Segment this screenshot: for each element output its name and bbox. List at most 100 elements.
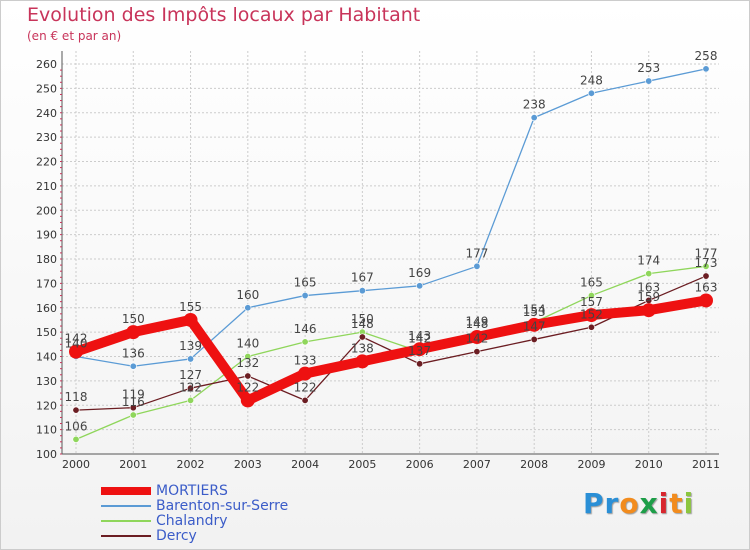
chart-subtitle: (en € et par an) (27, 29, 122, 43)
x-tick-label: 2004 (291, 458, 319, 471)
data-label: 167 (351, 271, 374, 285)
data-label: 150 (351, 312, 374, 326)
data-point (412, 342, 427, 357)
data-label: 152 (580, 307, 603, 321)
data-point (187, 355, 195, 363)
data-point (702, 65, 710, 73)
series-line-dercy (75, 275, 707, 411)
y-tick-label: 120 (36, 399, 57, 412)
data-point (530, 114, 538, 122)
data-label: 106 (65, 419, 88, 433)
data-point (530, 335, 538, 343)
line-chart: 100 110 120 130 140 150 160 170 180 190 200 210 220 2… (36, 49, 720, 471)
data-point (587, 292, 595, 300)
data-label: 177 (695, 246, 718, 260)
legend-label: Chalandry (156, 513, 228, 529)
x-tick-label: 2002 (177, 458, 205, 471)
logo-letter: o (619, 487, 640, 520)
data-point (69, 344, 83, 359)
data-point (645, 270, 653, 278)
logo-letter: x (639, 487, 659, 520)
data-label: 140 (236, 337, 259, 351)
data-point (699, 293, 713, 308)
y-tick-label: 190 (36, 229, 57, 242)
logo-letter: P (583, 487, 605, 520)
data-label: 165 (294, 276, 317, 290)
data-point (645, 77, 653, 85)
data-label: 159 (637, 290, 660, 304)
y-tick-label: 170 (36, 277, 57, 290)
data-label: 258 (695, 49, 718, 63)
x-tick-label: 2003 (234, 458, 262, 471)
data-label: 122 (236, 380, 259, 394)
data-point (129, 411, 137, 419)
data-label: 160 (236, 288, 259, 302)
data-point (641, 303, 656, 318)
data-label: 165 (580, 276, 603, 290)
data-label: 154 (523, 302, 546, 316)
data-label: 174 (637, 254, 660, 268)
x-tick-label: 2001 (119, 458, 147, 471)
data-label: 137 (408, 344, 431, 358)
data-label: 127 (179, 368, 202, 382)
series-line-barenton-sur-serre (75, 68, 707, 367)
data-label: 147 (523, 319, 546, 333)
logo-letter: t (669, 487, 684, 520)
data-label: 138 (351, 341, 374, 355)
x-tick-label: 2010 (635, 458, 663, 471)
axes: 100 110 120 130 140 150 160 170 180 190 200 210 220 2… (36, 51, 720, 471)
data-label: 116 (122, 395, 145, 409)
data-point (244, 352, 252, 360)
data-label: 238 (523, 98, 546, 112)
data-label: 139 (179, 339, 202, 353)
logo-letter: r (604, 487, 620, 520)
chart-title: Evolution des Impôts locaux par Habitant (27, 4, 421, 26)
data-point (702, 272, 710, 280)
data-label: 155 (179, 300, 202, 314)
data-point (187, 396, 195, 404)
data-label: 148 (351, 317, 374, 331)
y-tick-label: 160 (36, 302, 57, 315)
data-point (126, 325, 141, 340)
y-tick-label: 150 (36, 326, 57, 339)
data-point (469, 330, 484, 344)
data-label: 150 (122, 312, 145, 326)
data-point (244, 372, 252, 380)
data-label: 163 (695, 280, 718, 294)
data-label: 132 (236, 356, 259, 370)
data-point (355, 354, 370, 369)
data-point (129, 404, 137, 412)
series-line-chalandry (75, 265, 707, 441)
y-tick-label: 140 (36, 351, 57, 364)
data-point (72, 435, 80, 443)
data-label: 142 (465, 332, 488, 346)
data-point (473, 262, 481, 270)
legend-swatch (101, 505, 151, 507)
legend-label: Dercy (156, 528, 197, 544)
y-tick-label: 240 (36, 107, 57, 120)
data-point (301, 338, 309, 346)
data-label: 118 (65, 390, 88, 404)
data-point (587, 323, 595, 331)
y-tick-label: 100 (36, 448, 57, 461)
data-point (358, 333, 366, 341)
logo-letter: i (683, 487, 695, 520)
data-point (72, 406, 80, 414)
legend-swatch (101, 520, 151, 522)
data-point (358, 287, 366, 295)
data-label: 148 (465, 317, 488, 331)
data-label: 122 (179, 380, 202, 394)
data-label: 133 (294, 354, 317, 368)
data-point (702, 262, 710, 270)
y-tick-label: 230 (36, 131, 57, 144)
data-point (527, 317, 542, 332)
legend-label: MORTIERS (156, 483, 228, 499)
data-point (301, 396, 309, 404)
legend-label: Barenton-sur-Serre (156, 498, 289, 514)
data-label: 253 (637, 61, 660, 75)
x-tick-label: 2000 (62, 458, 90, 471)
legend-swatch (101, 487, 151, 495)
data-label: 122 (294, 380, 317, 394)
